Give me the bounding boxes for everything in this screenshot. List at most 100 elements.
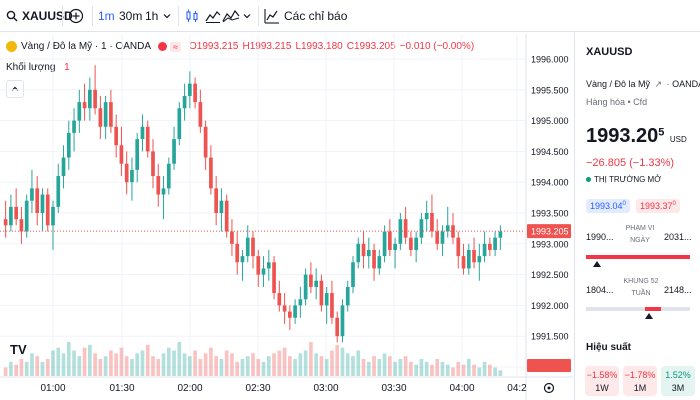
- chart-type-button[interactable]: [184, 0, 200, 32]
- volume-bar: [477, 367, 482, 376]
- candle-body: [135, 139, 140, 170]
- performance-1m[interactable]: −1.78% 1M: [623, 366, 657, 396]
- volume-bar: [93, 353, 97, 376]
- price-sup: 5: [658, 126, 665, 139]
- candle-body: [309, 274, 313, 287]
- ask-value: 1993.37: [640, 201, 673, 211]
- volume-label[interactable]: Khối lượng: [6, 62, 56, 73]
- candle-body: [172, 139, 176, 164]
- panel-symbol[interactable]: XAUUSD: [586, 46, 633, 58]
- panel-name[interactable]: Vàng / Đô la Mỹ: [586, 79, 651, 89]
- candle-body: [440, 231, 445, 244]
- candle-body: [72, 120, 76, 133]
- bid-badge[interactable]: 1993.040: [586, 199, 630, 213]
- tradingview-logo-icon[interactable]: TV: [10, 342, 27, 357]
- price-tick-label: 1995.000: [531, 116, 569, 126]
- volume-bar: [388, 356, 392, 376]
- candle-body: [482, 243, 487, 257]
- panel-price: 1993.205 USD: [586, 125, 687, 148]
- compare-chart-button[interactable]: [222, 0, 240, 32]
- candle-body: [124, 163, 129, 183]
- time-tick-label: 01:00: [40, 383, 65, 394]
- approx-badge[interactable]: ≈: [170, 41, 181, 52]
- volume-bar: [235, 361, 240, 376]
- candle-body: [277, 293, 282, 306]
- ask-sup: 0: [672, 201, 676, 207]
- day-range-high: 2031...: [664, 232, 692, 242]
- candle-body: [435, 231, 440, 244]
- interval-dropdown[interactable]: [162, 0, 172, 32]
- candle-body: [188, 83, 192, 96]
- volume-bar: [88, 344, 92, 376]
- day-range-bar: [586, 255, 690, 259]
- ask-badge[interactable]: 1993.370: [636, 199, 680, 213]
- legend-high: H1993.215: [242, 41, 292, 52]
- legend-change: −0.010 (−0.00%): [399, 41, 475, 52]
- candle-body: [51, 206, 55, 226]
- price-chart[interactable]: 1996.000 1995.500 1995.000 1994.500 1994.000…: [0, 33, 573, 400]
- volume-bar: [119, 347, 124, 376]
- volume-bar: [230, 353, 234, 376]
- interval-1h[interactable]: 1h: [145, 9, 159, 23]
- volume-bar: [440, 361, 445, 376]
- compare-button[interactable]: [68, 0, 84, 32]
- volume-bar: [24, 361, 29, 376]
- volume-bar: [298, 353, 303, 376]
- candle-body: [256, 256, 261, 275]
- candle-body: [61, 157, 66, 177]
- performance-label: Hiệu suất: [586, 342, 632, 353]
- volume-bar: [324, 359, 329, 376]
- candle-body: [9, 206, 13, 226]
- candle-body: [403, 219, 408, 238]
- candle-body: [282, 305, 287, 312]
- candle-body: [430, 213, 434, 232]
- candle-body: [82, 102, 87, 109]
- volume-bar: [98, 359, 103, 376]
- volume-bar: [272, 353, 276, 376]
- performance-1w[interactable]: −1.58% 1W: [585, 366, 619, 396]
- volume-bar: [461, 364, 466, 376]
- candle-body: [156, 176, 161, 195]
- volume-bar: [282, 347, 287, 376]
- price-tick-label: 1992.500: [531, 270, 569, 280]
- candle-body: [445, 225, 450, 232]
- volume-bar: [335, 344, 340, 376]
- interval-30m[interactable]: 30m: [119, 9, 143, 23]
- candle-body: [288, 311, 292, 318]
- volume-legend: Khối lượng 1: [6, 62, 70, 73]
- performance-3m[interactable]: 1.52% 3M: [661, 366, 695, 396]
- eye-toggle-button[interactable]: [158, 42, 168, 51]
- area-chart-button[interactable]: [205, 0, 221, 32]
- candle-body: [214, 188, 218, 213]
- volume-bar: [14, 364, 18, 376]
- candle-body: [293, 305, 297, 318]
- perf-value: −1.78%: [624, 370, 656, 380]
- legend-title[interactable]: Vàng / Đô la Mỹ · 1 · OANDA: [21, 41, 152, 52]
- volume-bar: [161, 353, 166, 376]
- external-link-icon[interactable]: ↗: [654, 79, 663, 89]
- candle-body: [335, 317, 340, 337]
- candle-body: [230, 231, 234, 244]
- candle-body: [493, 237, 497, 250]
- time-tick-label: 03:30: [381, 383, 406, 394]
- volume-bar: [72, 350, 76, 376]
- panel-exchange[interactable]: OANDA: [672, 79, 700, 89]
- volume-bar: [172, 350, 176, 376]
- candle-body: [351, 262, 355, 287]
- volume-bar: [240, 359, 245, 376]
- chart-type-dropdown[interactable]: [242, 0, 252, 32]
- symbol-search[interactable]: XAUUSD: [6, 0, 73, 32]
- settings-gear-icon[interactable]: [543, 382, 555, 394]
- volume-bar: [345, 353, 350, 376]
- volume-bar: [140, 350, 145, 376]
- bid-sup: 0: [622, 201, 626, 207]
- volume-bar: [393, 361, 397, 376]
- volume-bar: [445, 364, 450, 376]
- market-status: THỊ TRƯỜNG MỞ: [586, 175, 661, 184]
- indicators-button[interactable]: Các chỉ báo: [264, 0, 347, 32]
- price-tick-label: 1994.500: [531, 147, 569, 157]
- interval-1m[interactable]: 1m: [98, 9, 115, 23]
- volume-bar: [77, 356, 82, 376]
- volume-bar: [124, 356, 129, 376]
- volume-bar: [266, 356, 271, 376]
